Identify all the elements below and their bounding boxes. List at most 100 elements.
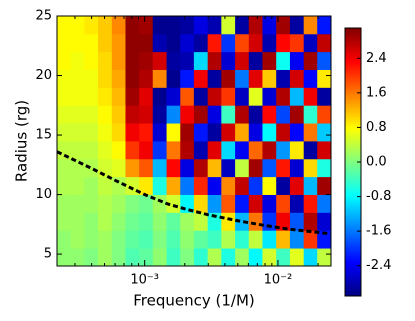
colorbar-segment xyxy=(345,30,361,33)
heatmap-cell xyxy=(111,194,126,213)
heatmap-cell xyxy=(276,176,291,195)
heatmap-cell xyxy=(70,212,85,231)
colorbar-segment xyxy=(345,262,361,266)
heatmap-cell xyxy=(235,194,250,213)
heatmap-cell xyxy=(276,230,291,249)
heatmap-cell xyxy=(289,105,305,124)
heatmap-cell xyxy=(303,105,318,124)
heatmap-cell xyxy=(289,158,305,178)
heatmap-cell xyxy=(221,69,236,88)
heatmap-cell xyxy=(221,105,236,124)
heatmap-cell xyxy=(193,33,209,53)
heatmap-cell xyxy=(111,212,126,231)
colorbar-segment xyxy=(345,115,361,118)
heatmap-cell xyxy=(221,123,236,142)
heatmap-cell xyxy=(289,212,305,231)
heatmap-cell xyxy=(125,69,140,88)
heatmap-cell xyxy=(207,212,222,231)
heatmap-cell xyxy=(98,176,113,195)
heatmap-cell xyxy=(152,194,167,213)
colorbar-segment xyxy=(345,202,361,205)
colorbar-segment xyxy=(345,271,361,275)
heatmap-cell xyxy=(235,69,250,88)
heatmap-cell xyxy=(84,141,99,160)
heatmap-cell xyxy=(221,141,236,160)
colorbar-segment xyxy=(345,170,361,174)
heatmap-cell xyxy=(84,194,99,213)
heatmap-cell xyxy=(111,105,126,124)
colorbar-segment xyxy=(345,146,361,150)
heatmap-cell xyxy=(193,141,209,160)
heatmap-cell xyxy=(289,230,305,249)
colorbar-segment xyxy=(345,45,361,49)
colorbar-segment xyxy=(345,284,361,288)
colorbar-segment xyxy=(345,282,361,286)
colorbar-segment xyxy=(345,179,361,183)
heatmap-cell xyxy=(303,194,318,213)
heatmap-cell xyxy=(235,16,250,35)
heatmap-cell xyxy=(111,230,126,249)
heatmap-cell xyxy=(262,69,277,88)
heatmap-cell xyxy=(248,230,263,249)
colorbar-segment xyxy=(345,135,361,138)
x-tick-label: 10⁻² xyxy=(264,273,293,288)
heatmap-cell xyxy=(289,141,305,160)
heatmap-cell xyxy=(289,87,305,106)
dashed-curve xyxy=(56,150,332,236)
colorbar-segment xyxy=(345,244,361,248)
heatmap-cell xyxy=(57,69,72,88)
heatmap-cell xyxy=(207,123,222,142)
heatmap-cell xyxy=(262,212,277,231)
colorbar-segment xyxy=(345,52,361,56)
heatmap-cell xyxy=(317,158,332,178)
colorbar-segment xyxy=(345,233,361,237)
heatmap-cell xyxy=(166,141,181,160)
heatmap-cell xyxy=(70,230,85,249)
heatmap-cell xyxy=(111,141,126,160)
heatmap-cell xyxy=(235,51,250,70)
heatmap-cell xyxy=(207,51,222,70)
heatmap-cell xyxy=(317,51,332,70)
heatmap-cell xyxy=(276,33,291,53)
colorbar-tick-label: 1.6 xyxy=(366,85,387,100)
colorbar-segment xyxy=(345,59,361,62)
heatmap-cell xyxy=(276,158,291,178)
heatmap-cell xyxy=(125,212,140,231)
heatmap-cell xyxy=(125,123,140,142)
heatmap-cell xyxy=(84,230,99,249)
heatmap-cell xyxy=(57,194,72,213)
heatmap-cell xyxy=(139,69,154,88)
heatmap-cell xyxy=(248,123,263,142)
heatmap-cell xyxy=(166,123,181,142)
colorbar-segment xyxy=(345,204,361,208)
heatmap-cell xyxy=(193,69,209,88)
heatmap-cell xyxy=(70,194,85,213)
heatmap-cell xyxy=(180,248,195,267)
heatmap-cell xyxy=(221,16,236,35)
heatmap-cell xyxy=(248,51,263,70)
colorbar-segment xyxy=(345,132,361,136)
heatmap-cell xyxy=(84,51,99,70)
heatmap-cell xyxy=(207,141,222,160)
heatmap-cell xyxy=(152,176,167,195)
heatmap-cell xyxy=(221,248,236,267)
heatmap-cell xyxy=(166,212,181,231)
heatmap-cell xyxy=(262,230,277,249)
y-tick-label: 5 xyxy=(44,247,52,262)
heatmap-cell xyxy=(70,51,85,70)
heatmap-cell xyxy=(207,230,222,249)
colorbar-segment xyxy=(345,92,361,96)
x-axis-label: Frequency (1/M) xyxy=(133,292,255,310)
colorbar-segment xyxy=(345,173,361,176)
colorbar-segment xyxy=(345,77,361,80)
colorbar-segment xyxy=(345,97,361,100)
heatmap-cell xyxy=(193,16,209,35)
heatmap-cell xyxy=(166,51,181,70)
heatmap-cell xyxy=(125,248,140,267)
heatmap-cell xyxy=(317,33,332,53)
colorbar-segment xyxy=(345,184,361,188)
colorbar-segment xyxy=(345,275,361,279)
heatmap-cell xyxy=(70,141,85,160)
heatmap-cell xyxy=(193,248,209,267)
heatmap-cell xyxy=(262,87,277,106)
